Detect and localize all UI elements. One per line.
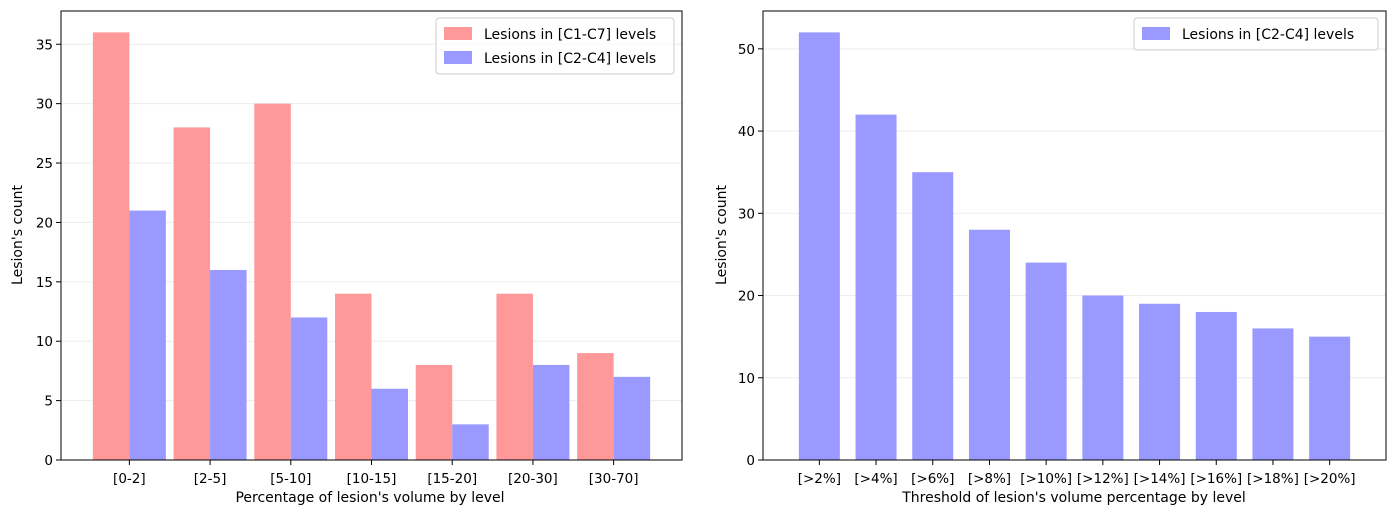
right-bar-c2c4 [1082,295,1124,460]
left-bar-c2c4 [129,210,166,460]
right-xtick-label: [>10%] [1020,471,1072,487]
left-bar-c1c7 [496,293,533,460]
left-ytick-label: 10 [36,334,53,350]
right-axes-frame [762,10,1387,461]
left-bar-c2c4 [210,269,247,460]
left-bar-c2c4 [532,364,570,460]
left-legend-box [435,17,675,75]
right-legend: Lesions in [C2-C4] levels [1133,17,1379,51]
right-xtick-label: [>4%] [854,471,897,487]
chart-right: Lesion's count Threshold of lesion's vol… [714,10,1387,506]
right-legend-swatch [1142,27,1170,40]
right-bar-c2c4 [1252,328,1294,460]
right-ytick-label: 40 [738,124,755,140]
right-legend-box [1133,17,1379,51]
right-xtick-label: [>12%] [1077,471,1129,487]
left-bar-c1c7 [577,353,614,460]
left-bar-c1c7 [254,103,291,461]
right-bar-c2c4 [855,114,897,460]
left-legend-label: Lesions in [C2-C4] levels [484,51,656,67]
right-ytick-label: 50 [738,42,755,58]
left-ytick-label: 30 [36,97,53,113]
right-legend-label: Lesions in [C2-C4] levels [1182,27,1354,43]
left-legend: Lesions in [C1-C7] levels Lesions in [C2-… [435,17,675,75]
left-ytick-label: 20 [36,215,53,231]
left-bar-c1c7 [335,293,372,460]
left-xtick-label: [30-70] [589,471,639,487]
right-bar-c2c4 [798,32,840,460]
right-bar-c2c4 [1025,262,1067,460]
left-ytick-label: 35 [36,37,53,53]
left-legend-swatch [444,51,472,64]
left-xtick-label: [5-10] [270,471,311,487]
right-ytick-label: 20 [738,289,755,305]
left-xtick-label: [20-30] [508,471,558,487]
right-xtick-label: [>20%] [1304,471,1356,487]
left-bar-c2c4 [371,388,408,460]
right-bar-c2c4 [1139,303,1181,460]
left-ytick-label: 5 [44,394,53,410]
left-ylabel: Lesion's count [10,185,26,285]
right-ytick-label: 0 [746,453,755,469]
right-xtick-label: [>8%] [968,471,1011,487]
right-ytick-label: 10 [738,371,755,387]
left-ytick-label: 15 [36,275,53,291]
left-bar-c1c7 [415,364,453,460]
right-xtick-label: [>6%] [911,471,954,487]
right-xtick-label: [>2%] [798,471,841,487]
left-legend-label: Lesions in [C1-C7] levels [484,27,656,43]
left-bar-c1c7 [173,127,211,460]
right-bar-c2c4 [968,229,1010,460]
right-xlabel: Threshold of lesion's volume percentage … [901,490,1246,506]
left-bar-c2c4 [452,424,489,460]
right-ytick-label: 30 [738,206,755,222]
left-ytick-label: 25 [36,156,53,172]
left-ytick-label: 0 [44,453,53,469]
chart-left: Lesion's count Percentage of lesion's vo… [10,10,683,506]
left-bar-c1c7 [92,32,130,460]
left-bar-c2c4 [290,317,328,460]
right-bar-c2c4 [1195,311,1237,460]
right-xtick-label: [>14%] [1134,471,1186,487]
right-ylabel: Lesion's count [714,185,730,285]
left-legend-swatch [444,27,472,40]
left-bar-c2c4 [613,376,651,460]
left-xtick-label: [15-20] [427,471,477,487]
right-bar-c2c4 [912,172,954,460]
right-xtick-label: [>18%] [1247,471,1299,487]
left-xtick-label: [10-15] [347,471,397,487]
right-xtick-label: [>16%] [1190,471,1242,487]
left-xtick-label: [2-5] [194,471,227,487]
left-xtick-label: [0-2] [113,471,146,487]
right-bar-c2c4 [1309,336,1351,460]
left-xlabel: Percentage of lesion's volume by level [235,490,504,506]
